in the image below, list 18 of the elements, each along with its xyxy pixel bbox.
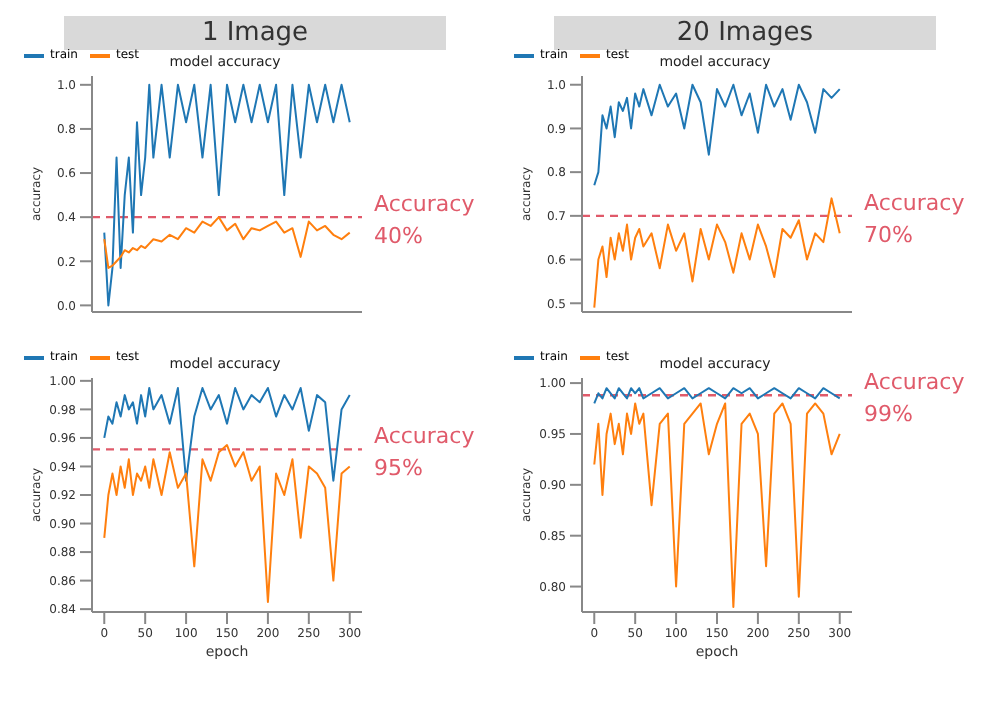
line-series [103,83,351,307]
line-series [593,402,841,608]
ref-line-label: Accuracy [374,191,476,218]
line-series [593,387,841,405]
chart-title: 1 Image [64,16,446,50]
line-series [103,216,351,269]
ref-line-label: Accuracy [864,189,966,216]
text: 70% [864,221,913,248]
ref-line-label: Accuracy [374,423,476,450]
line-series [103,444,351,604]
text: 99% [864,401,913,428]
line-series [593,197,841,309]
ref-line-label: Accuracy [864,369,966,396]
text: 95% [374,455,423,482]
chart-title: 20 Images [554,16,936,50]
text: 40% [374,223,423,250]
line-series [593,83,841,187]
line-series [103,386,351,482]
